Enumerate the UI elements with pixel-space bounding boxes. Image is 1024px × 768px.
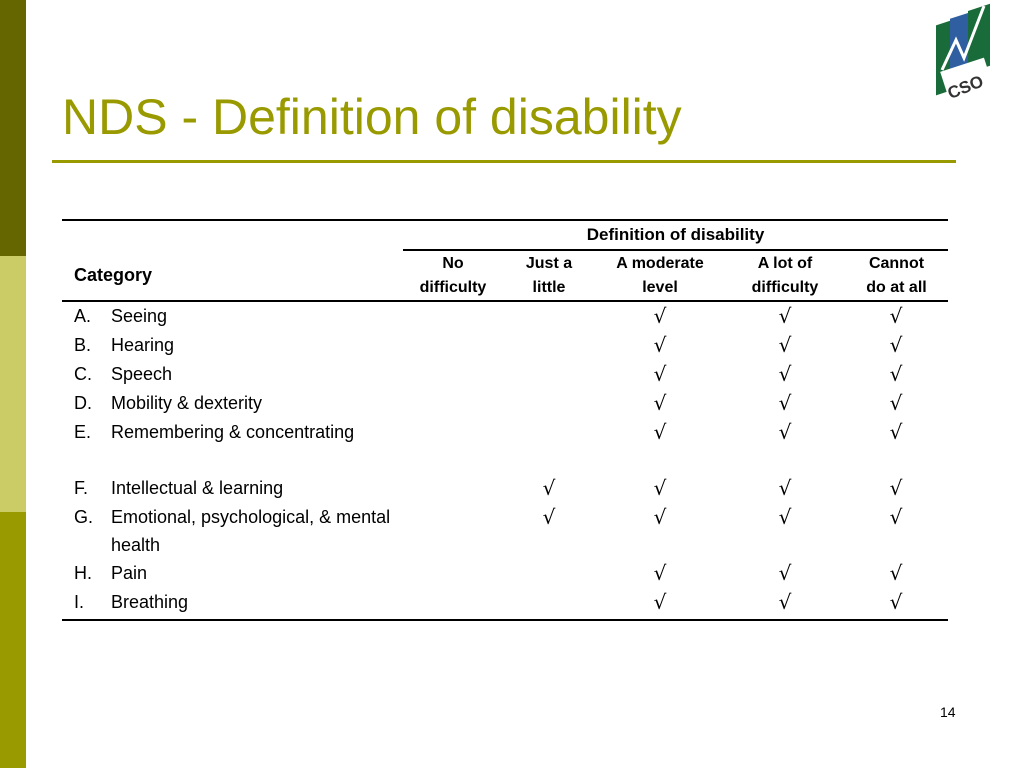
table-row: G. Emotional, psychological, & mental hea… xyxy=(62,503,948,559)
title-underline xyxy=(52,160,956,163)
row-category-name: Seeing xyxy=(111,306,168,326)
table-row: E. Remembering & concentrating √ √ √ xyxy=(62,418,948,474)
check-mark: √ xyxy=(889,362,903,386)
table-row: A. Seeing √ √ √ xyxy=(62,302,948,331)
check-mark: √ xyxy=(653,590,667,614)
sidebar-decoration xyxy=(0,0,26,768)
check-mark: √ xyxy=(653,304,667,328)
row-letter: D. xyxy=(74,393,92,413)
check-mark: √ xyxy=(889,391,903,415)
row-category-name: Mobility & dexterity xyxy=(111,393,263,413)
row-letter: F. xyxy=(74,478,89,498)
sidebar-segment-dark xyxy=(0,0,26,256)
row-category-name: Pain xyxy=(111,563,148,583)
check-mark: √ xyxy=(653,362,667,386)
header-bottom-rule xyxy=(62,300,948,302)
check-mark: √ xyxy=(653,420,667,444)
check-mark: √ xyxy=(889,420,903,444)
row-letter: H. xyxy=(74,563,92,583)
column-header-cannot: Cannot do at all xyxy=(866,255,927,296)
row-letter: I. xyxy=(74,592,85,612)
category-header: Category xyxy=(74,265,153,285)
table-top-rule xyxy=(62,219,948,221)
check-mark: √ xyxy=(778,420,792,444)
column-header-just-a-little: Just a little xyxy=(525,255,573,296)
check-mark: √ xyxy=(778,476,792,500)
row-category-name: Speech xyxy=(111,364,173,384)
check-mark: √ xyxy=(653,505,667,529)
check-mark: √ xyxy=(778,590,792,614)
check-mark: √ xyxy=(542,476,556,500)
sidebar-segment-mid xyxy=(0,512,26,768)
check-mark: √ xyxy=(653,391,667,415)
check-mark: √ xyxy=(778,391,792,415)
check-mark: √ xyxy=(889,476,903,500)
check-mark: √ xyxy=(778,561,792,585)
check-mark: √ xyxy=(889,304,903,328)
check-mark: √ xyxy=(889,561,903,585)
table-row: D. Mobility & dexterity √ √ √ xyxy=(62,389,948,418)
check-mark: √ xyxy=(778,304,792,328)
row-letter: A. xyxy=(74,306,92,326)
check-mark: √ xyxy=(653,561,667,585)
table-row: F. Intellectual & learning √ √ √ √ xyxy=(62,474,948,503)
page-number: 14 xyxy=(940,704,956,720)
check-mark: √ xyxy=(778,362,792,386)
table-row: C. Speech √ √ √ xyxy=(62,360,948,389)
check-mark: √ xyxy=(889,333,903,357)
check-mark: √ xyxy=(542,505,556,529)
column-header-a-lot: A lot of difficulty xyxy=(751,255,819,296)
group-header-rule xyxy=(403,249,948,251)
check-mark: √ xyxy=(889,505,903,529)
slide-title: NDS - Definition of disability xyxy=(62,89,682,145)
column-header-moderate: A moderate level xyxy=(616,255,704,296)
table-row: H. Pain √ √ √ xyxy=(62,559,948,588)
check-mark: √ xyxy=(778,505,792,529)
row-letter: B. xyxy=(74,335,92,355)
table-row: B. Hearing √ √ √ xyxy=(62,331,948,360)
check-mark: √ xyxy=(778,333,792,357)
check-mark: √ xyxy=(653,333,667,357)
sidebar-segment-light xyxy=(0,256,26,512)
row-letter: G. xyxy=(74,507,94,527)
row-category-name: Remembering & concentrating xyxy=(111,422,355,442)
row-letter: C. xyxy=(74,364,92,384)
row-letter: E. xyxy=(74,422,92,442)
group-header: Definition of disability xyxy=(586,225,765,244)
row-category-name: Breathing xyxy=(111,592,189,612)
table-bottom-rule xyxy=(62,619,948,621)
column-header-no-difficulty: No difficulty xyxy=(419,255,487,296)
cso-logo: CSO xyxy=(936,3,994,103)
check-mark: √ xyxy=(653,476,667,500)
row-category-name: Emotional, psychological, & mental healt… xyxy=(111,507,391,555)
check-mark: √ xyxy=(889,590,903,614)
table-row: I. Breathing √ √ √ xyxy=(62,588,948,617)
row-category-name: Hearing xyxy=(111,335,175,355)
row-category-name: Intellectual & learning xyxy=(111,478,284,498)
